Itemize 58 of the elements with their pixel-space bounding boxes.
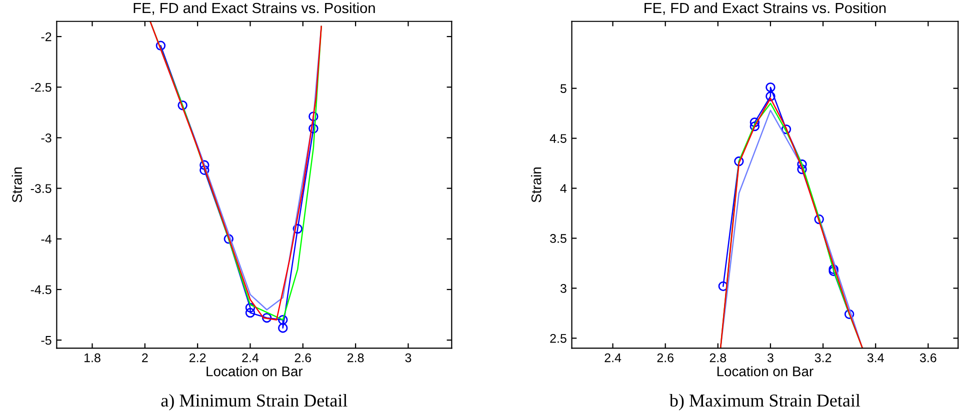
x-tick-label: 2.8 xyxy=(710,353,726,362)
x-tick-label: 2.4 xyxy=(242,353,259,362)
point xyxy=(797,164,807,174)
y-tick-label: -3.5 xyxy=(30,184,52,193)
point xyxy=(156,40,166,51)
point xyxy=(308,112,318,122)
y-tick-label: -5 xyxy=(41,336,52,345)
x-tick-label: 2 xyxy=(142,353,148,362)
point xyxy=(200,160,210,170)
y-axis-title: Strain xyxy=(531,168,542,202)
point xyxy=(278,314,288,325)
point xyxy=(224,234,234,244)
point xyxy=(750,117,760,128)
point xyxy=(262,312,272,323)
y-tick-label: 4 xyxy=(560,184,567,193)
point xyxy=(797,159,807,170)
y-tick-label: -4.5 xyxy=(30,285,52,294)
point xyxy=(734,156,744,166)
x-tick-label: 2.2 xyxy=(190,353,206,362)
y-axis-title: Strain xyxy=(12,168,22,202)
chart-title: FE, FD and Exact Strains vs. Position xyxy=(644,2,886,15)
x-tick-label: 3.4 xyxy=(867,353,884,362)
chart-title: FE, FD and Exact Strains vs. Position xyxy=(134,2,375,15)
point xyxy=(245,308,256,318)
text: a) Minimum Strain Detail xyxy=(161,394,348,410)
point xyxy=(766,91,776,102)
x-tick-label: 2.6 xyxy=(657,353,674,362)
y-tick-label: 5 xyxy=(560,84,566,93)
point xyxy=(781,124,792,134)
y-tick-label: 3 xyxy=(560,284,566,293)
point xyxy=(200,165,210,175)
point xyxy=(766,82,776,92)
x-tick-label: 3.6 xyxy=(920,353,936,362)
x-tick-label: 1.8 xyxy=(84,353,100,362)
x-tick-label: 2.8 xyxy=(348,353,364,362)
y-tick-label: -3 xyxy=(41,134,52,142)
y-tick-label: -2 xyxy=(41,32,52,42)
point xyxy=(178,100,188,110)
y-tick-label: -4 xyxy=(41,234,52,244)
y-tick-label: 2.5 xyxy=(550,334,566,343)
point xyxy=(750,121,760,132)
point xyxy=(292,224,302,234)
x-tick-label: 2.4 xyxy=(604,353,622,362)
point xyxy=(814,214,824,224)
x-tick-label: 3.2 xyxy=(814,353,832,362)
y-tick-label: 3.5 xyxy=(550,234,566,243)
x-tick-label: 3 xyxy=(405,353,412,362)
point xyxy=(308,124,318,134)
point xyxy=(844,309,854,320)
point xyxy=(278,323,288,333)
y-tick-label: 4.5 xyxy=(550,134,566,143)
x-tick-label: 2.6 xyxy=(294,353,312,362)
text: b) Maximum Strain Detail xyxy=(669,394,860,410)
y-tick-label: -2.5 xyxy=(30,82,52,92)
x-axis-title: Location on Bar xyxy=(206,366,303,376)
x-tick-label: 3 xyxy=(767,353,774,362)
point xyxy=(245,302,256,313)
x-axis-title: Location on Bar xyxy=(717,366,814,376)
